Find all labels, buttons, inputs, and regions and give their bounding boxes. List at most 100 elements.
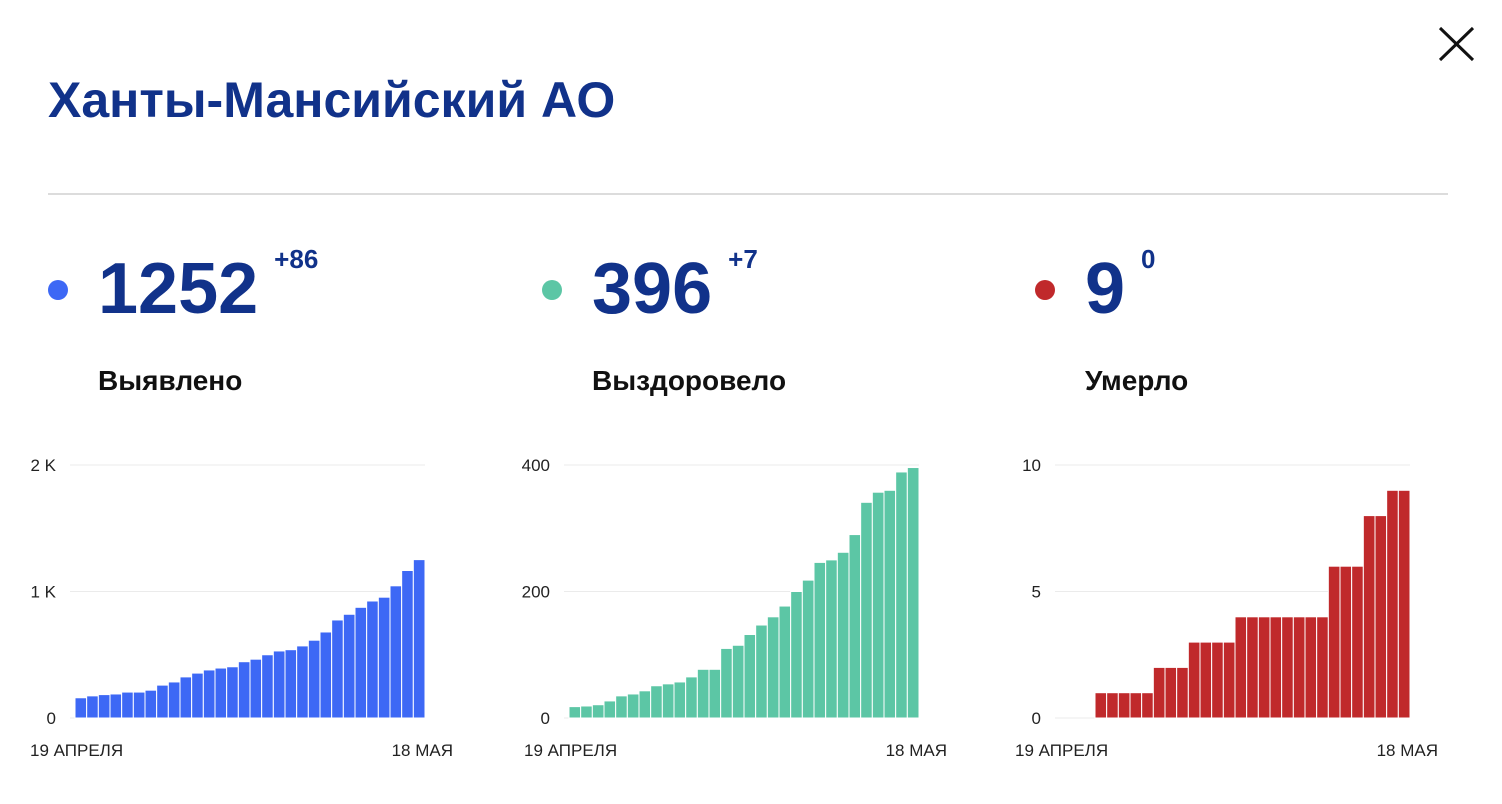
- bar: [743, 634, 757, 719]
- bar: [1269, 616, 1283, 719]
- bar: [1304, 616, 1318, 719]
- status-dot: [48, 280, 68, 300]
- bar: [860, 501, 873, 719]
- bar: [284, 649, 298, 719]
- y-tick-label: 0: [1032, 709, 1041, 728]
- bar: [1141, 692, 1154, 719]
- x-tick-label: 19 АПРЕЛЯ: [524, 741, 617, 760]
- x-tick-label: 19 АПРЕЛЯ: [1015, 741, 1108, 760]
- close-stroke: [1438, 26, 1475, 62]
- bar: [144, 689, 158, 719]
- bar: [755, 624, 768, 719]
- bar: [661, 683, 675, 719]
- bar: [615, 695, 628, 719]
- y-tick-label: 1 K: [30, 583, 56, 602]
- y-tick-label: 0: [47, 709, 56, 728]
- stat-change: +7: [728, 244, 758, 274]
- bar: [848, 534, 862, 719]
- bar: [801, 579, 815, 719]
- bar: [1386, 489, 1399, 719]
- bar: [591, 704, 605, 719]
- bar: [1094, 692, 1108, 719]
- bar: [650, 685, 663, 719]
- bar: [696, 668, 710, 719]
- bar: [1362, 515, 1376, 719]
- bar: [1211, 641, 1224, 719]
- bar: [401, 570, 414, 719]
- bar: [121, 691, 134, 719]
- bar: [685, 676, 698, 719]
- y-tick-label: 400: [522, 456, 550, 475]
- bar: [1164, 666, 1178, 719]
- bar: [261, 654, 274, 719]
- bar: [296, 645, 309, 719]
- bar: [74, 697, 88, 719]
- bar: [1129, 692, 1143, 719]
- bar: [778, 605, 792, 719]
- bar: [86, 695, 99, 719]
- y-tick-label: 2 K: [30, 456, 56, 475]
- bar: [825, 559, 838, 719]
- x-tick-label: 18 МАЯ: [392, 741, 453, 760]
- bar: [179, 676, 193, 719]
- bar: [906, 467, 920, 719]
- stat-label: Выздоровело: [592, 365, 786, 396]
- bar: [1106, 692, 1119, 719]
- bar: [568, 706, 582, 719]
- bar: [1339, 565, 1353, 719]
- bar: [354, 606, 368, 719]
- y-tick-label: 0: [541, 709, 550, 728]
- bar: [307, 639, 321, 719]
- bar: [109, 693, 123, 719]
- bar: [720, 647, 733, 719]
- bar: [1246, 616, 1259, 719]
- bar: [156, 684, 169, 719]
- bar: [638, 690, 652, 719]
- bar: [836, 551, 850, 719]
- bar: [790, 591, 803, 719]
- x-tick-label: 18 МАЯ: [886, 741, 947, 760]
- bar: [1152, 666, 1166, 719]
- bar: [1199, 641, 1213, 719]
- x-tick-label: 18 МАЯ: [1377, 741, 1438, 760]
- bar: [342, 613, 356, 719]
- bar: [1374, 515, 1388, 719]
- bar: [1351, 565, 1364, 719]
- y-tick-label: 200: [522, 583, 550, 602]
- y-tick-label: 5: [1032, 583, 1041, 602]
- y-tick-label: 10: [1022, 456, 1041, 475]
- stat-label: Умерло: [1085, 365, 1188, 396]
- bar: [237, 661, 251, 719]
- stat-change: 0: [1141, 244, 1155, 274]
- bar: [731, 644, 745, 719]
- bar: [1117, 692, 1131, 719]
- stat-value: 9: [1085, 249, 1125, 329]
- bar: [377, 596, 391, 719]
- bar: [366, 600, 379, 719]
- bar: [1222, 641, 1236, 719]
- bar: [319, 631, 333, 719]
- bar: [1316, 616, 1329, 719]
- bar: [202, 669, 216, 719]
- bar: [603, 700, 617, 719]
- close-button[interactable]: [1430, 20, 1482, 68]
- bar: [580, 705, 593, 719]
- bar: [331, 619, 344, 719]
- bar: [1292, 616, 1306, 719]
- bar: [1327, 565, 1341, 719]
- bar: [626, 693, 640, 719]
- bar: [167, 681, 181, 719]
- bar: [1234, 616, 1248, 719]
- bar: [871, 491, 885, 719]
- bar: [708, 668, 722, 719]
- region-title: Ханты-Мансийский АО: [48, 72, 615, 128]
- bar: [766, 616, 780, 719]
- stat-label: Выявлено: [98, 365, 242, 396]
- bar: [132, 691, 146, 719]
- stat-value: 1252: [98, 249, 258, 329]
- bar: [272, 650, 286, 719]
- bar: [1176, 666, 1189, 719]
- bar: [214, 667, 228, 719]
- bar: [813, 561, 827, 719]
